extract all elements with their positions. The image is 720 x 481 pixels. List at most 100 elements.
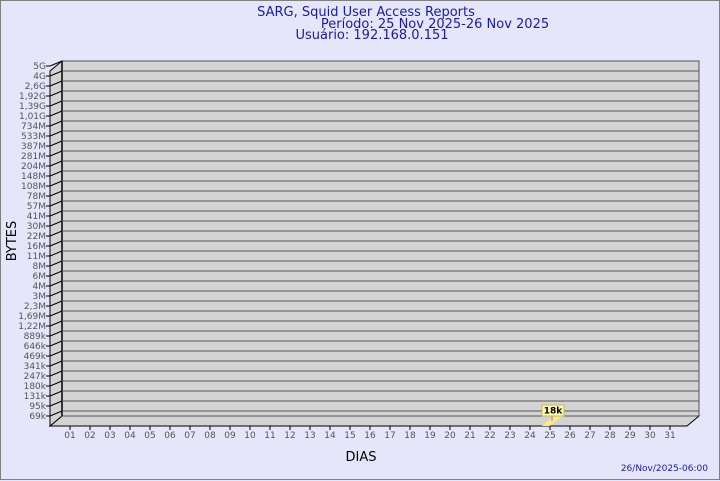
y-tick-label: 180k [24, 382, 47, 392]
chart-title: SARG, Squid User Access Reports [257, 5, 475, 20]
y-tick-mark [49, 170, 63, 177]
x-tick-label: 04 [124, 431, 136, 441]
x-tick-label: 07 [184, 431, 195, 441]
y-tick-mark [49, 140, 63, 147]
x-tick-label: 12 [284, 431, 295, 441]
y-tick-mark [49, 210, 63, 217]
y-tick-label: 6M [33, 272, 47, 282]
y-tick-label: 8M [33, 262, 47, 272]
y-tick-mark [49, 370, 63, 377]
y-tick-label: 131k [24, 392, 47, 402]
x-tick-label: 10 [244, 431, 256, 441]
x-tick-label: 30 [644, 431, 656, 441]
y-tick-mark [49, 400, 63, 407]
y-tick-label: 734M [21, 122, 46, 132]
plot-floor [48, 415, 701, 427]
x-tick-label: 16 [364, 431, 376, 441]
y-tick-label: 57M [27, 202, 46, 212]
y-tick-mark [49, 380, 63, 387]
x-tick-label: 28 [604, 431, 616, 441]
y-tick-mark [49, 200, 63, 207]
x-tick-label: 02 [84, 431, 95, 441]
y-tick-mark [49, 280, 63, 287]
y-tick-label: 41M [27, 212, 46, 222]
x-tick-label: 05 [144, 431, 155, 441]
x-tick-label: 20 [444, 431, 456, 441]
data-label-box [541, 404, 565, 417]
y-tick-mark [49, 160, 63, 167]
y-tick-label: 204M [21, 162, 46, 172]
x-tick-label: 26 [564, 431, 576, 441]
x-tick-label: 27 [584, 431, 595, 441]
y-tick-label: 1,69M [18, 312, 46, 322]
y-tick-mark [49, 260, 63, 267]
y-tick-label: 4G [33, 72, 46, 82]
y-tick-label: 5G [33, 62, 46, 72]
y-tick-label: 78M [27, 192, 46, 202]
chart-subtitle-user: Usuário: 192.168.0.151 [295, 28, 448, 43]
y-tick-mark [49, 300, 63, 307]
x-tick-label: 06 [164, 431, 176, 441]
y-tick-mark [49, 60, 63, 67]
y-tick-mark [49, 250, 63, 257]
x-tick-label: 03 [104, 431, 115, 441]
y-tick-label: 30M [27, 222, 46, 232]
y-tick-label: 1,92G [19, 92, 46, 102]
x-tick-label: 31 [664, 431, 675, 441]
y-tick-mark [49, 330, 63, 337]
y-tick-label: 22M [27, 232, 46, 242]
y-tick-label: 4M [33, 282, 47, 292]
y-tick-label: 341k [24, 362, 47, 372]
y-tick-mark [49, 340, 63, 347]
y-tick-mark [49, 130, 63, 137]
y-tick-mark [49, 410, 63, 417]
y-tick-mark [49, 120, 63, 127]
x-tick-label: 23 [504, 431, 515, 441]
x-tick-label: 11 [264, 431, 275, 441]
y-tick-mark [49, 350, 63, 357]
y-tick-mark [49, 270, 63, 277]
y-tick-mark [49, 150, 63, 157]
y-tick-mark [49, 310, 63, 317]
x-tick-label: 14 [324, 431, 336, 441]
x-tick-label: 22 [484, 431, 495, 441]
y-tick-label: 889k [24, 332, 47, 342]
y-tick-mark [49, 220, 63, 227]
x-tick-label: 18 [404, 431, 416, 441]
y-tick-label: 2,6G [25, 82, 46, 92]
y-tick-mark [49, 80, 63, 87]
y-tick-label: 1,39G [19, 102, 46, 112]
y-tick-label: 108M [21, 182, 46, 192]
x-tick-label: 08 [204, 431, 216, 441]
x-tick-label: 24 [524, 431, 536, 441]
y-axis-label: BYTES [5, 221, 20, 262]
x-tick-label: 29 [624, 431, 636, 441]
y-tick-mark [49, 180, 63, 187]
x-tick-label: 15 [344, 431, 355, 441]
data-label: 18k [544, 407, 564, 417]
y-tick-mark [49, 390, 63, 397]
plot-back-wall [61, 60, 700, 417]
x-tick-label: 09 [224, 431, 236, 441]
y-tick-mark [49, 190, 63, 197]
x-axis-label: DIAS [346, 450, 377, 465]
x-tick-label: 19 [424, 431, 436, 441]
x-tick-label: 21 [464, 431, 475, 441]
y-tick-label: 387M [21, 142, 46, 152]
y-tick-label: 2,3M [24, 302, 46, 312]
y-tick-mark [49, 290, 63, 297]
y-tick-label: 533M [21, 132, 46, 142]
x-tick-label: 13 [304, 431, 315, 441]
y-tick-mark [49, 70, 63, 77]
y-tick-label: 1,22M [18, 322, 46, 332]
y-tick-label: 1,01G [19, 112, 46, 122]
y-tick-label: 148M [21, 172, 46, 182]
y-tick-label: 11M [27, 252, 46, 262]
y-tick-mark [49, 240, 63, 247]
y-tick-label: 247k [24, 372, 47, 382]
y-tick-mark [49, 360, 63, 367]
y-tick-mark [49, 110, 63, 117]
chart-subtitle-period: Período: 25 Nov 2025-26 Nov 2025 [321, 17, 549, 32]
